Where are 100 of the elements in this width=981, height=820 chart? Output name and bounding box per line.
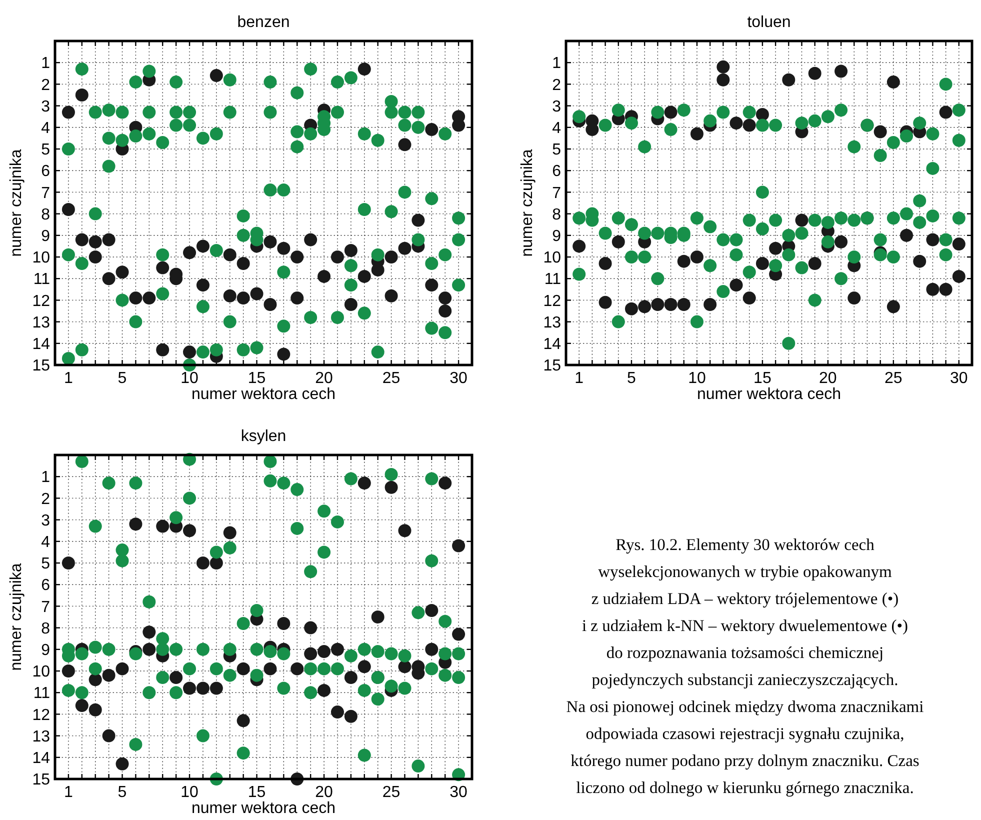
x-tick-label: 5 — [118, 784, 127, 801]
point — [358, 62, 371, 76]
point — [834, 235, 848, 248]
point — [874, 125, 887, 138]
y-tick-label: 3 — [41, 98, 50, 116]
point — [384, 480, 398, 494]
chart-title: ksylen — [240, 428, 286, 445]
y-tick-label: 8 — [41, 620, 50, 638]
point — [612, 235, 625, 248]
text: wyselekcjonowanych w trybie opakowanym — [598, 562, 892, 581]
text: pojedynczych substancji zanieczyszczających. — [592, 670, 898, 689]
y-tick-label: 15 — [543, 358, 562, 375]
point — [398, 242, 412, 255]
x-tick-label: 30 — [450, 784, 468, 801]
y-tick-label: 13 — [32, 728, 50, 746]
y-tick-label: 13 — [543, 314, 562, 332]
y-tick-label: 4 — [552, 120, 562, 137]
point — [742, 118, 756, 132]
point — [808, 66, 822, 80]
y-tick-label: 1 — [41, 469, 50, 486]
y-axis-title: numer czujnika — [8, 563, 25, 671]
point — [939, 106, 952, 119]
point — [834, 64, 848, 78]
point — [677, 254, 690, 268]
point — [412, 214, 425, 227]
y-tick-label: 5 — [41, 556, 50, 573]
point — [886, 300, 900, 314]
point — [142, 626, 156, 639]
point — [210, 556, 223, 570]
text: z udziałem LDA – wektory trójelementowe (•) — [591, 589, 899, 608]
x-tick-label: 25 — [382, 370, 400, 387]
point — [330, 706, 344, 719]
point — [730, 116, 743, 130]
point — [344, 710, 358, 723]
point — [598, 296, 612, 309]
x-tick-label: 30 — [950, 370, 968, 387]
point — [223, 248, 236, 262]
y-tick-label: 6 — [552, 163, 562, 180]
point — [586, 123, 599, 136]
y-tick-label: 7 — [552, 184, 562, 202]
y-tick-label: 9 — [41, 642, 50, 659]
point — [638, 300, 652, 314]
point — [196, 682, 210, 695]
point — [290, 662, 304, 676]
x-tick-label: 20 — [315, 370, 334, 387]
y-tick-label: 14 — [543, 336, 562, 353]
y-tick-label: 6 — [41, 163, 50, 180]
point — [129, 292, 142, 305]
y-tick-label: 2 — [552, 76, 562, 94]
point — [210, 69, 223, 82]
y-tick-label: 10 — [543, 250, 562, 267]
x-tick-label: 15 — [248, 370, 266, 387]
point — [304, 621, 318, 634]
x-tick-label: 1 — [64, 370, 73, 387]
y-tick-label: 14 — [32, 750, 50, 767]
text: Na osi pionowej odcinek między dwoma znacznikami — [566, 697, 924, 716]
point — [183, 524, 196, 538]
y-tick-label: 5 — [41, 142, 50, 159]
point — [358, 660, 371, 674]
x-tick-label: 20 — [315, 784, 334, 801]
point — [690, 250, 704, 264]
y-tick-label: 4 — [41, 534, 50, 551]
point — [425, 123, 438, 136]
point — [142, 642, 156, 656]
point — [795, 214, 808, 227]
x-tick-label: 15 — [754, 370, 772, 387]
point — [624, 302, 638, 316]
point — [438, 292, 452, 305]
point — [926, 282, 940, 296]
point — [264, 662, 277, 676]
y-tick-label: 8 — [41, 206, 50, 224]
point — [598, 256, 612, 270]
point — [102, 272, 116, 286]
point — [277, 616, 290, 630]
y-tick-label: 2 — [41, 490, 50, 508]
point — [344, 670, 358, 684]
y-tick-label: 8 — [552, 206, 562, 224]
y-tick-label: 10 — [32, 664, 50, 681]
y-tick-label: 9 — [41, 228, 50, 245]
x-tick-label: 25 — [382, 784, 400, 801]
x-tick-label: 5 — [118, 370, 127, 387]
y-tick-label: 7 — [41, 184, 50, 202]
point — [769, 242, 782, 255]
y-tick-label: 11 — [544, 271, 562, 288]
point — [926, 233, 940, 246]
point — [900, 228, 914, 242]
point — [452, 628, 466, 641]
x-tick-label: 25 — [884, 370, 902, 387]
y-axis-title: numer czujnika — [519, 149, 536, 257]
point — [116, 662, 129, 676]
point — [425, 604, 438, 618]
point — [264, 298, 277, 312]
point — [196, 556, 210, 570]
point — [62, 106, 75, 119]
point — [318, 645, 331, 658]
x-tick-label: 10 — [688, 370, 706, 387]
point — [102, 233, 116, 246]
point — [102, 668, 116, 682]
y-tick-label: 11 — [33, 685, 50, 702]
point — [716, 60, 730, 74]
